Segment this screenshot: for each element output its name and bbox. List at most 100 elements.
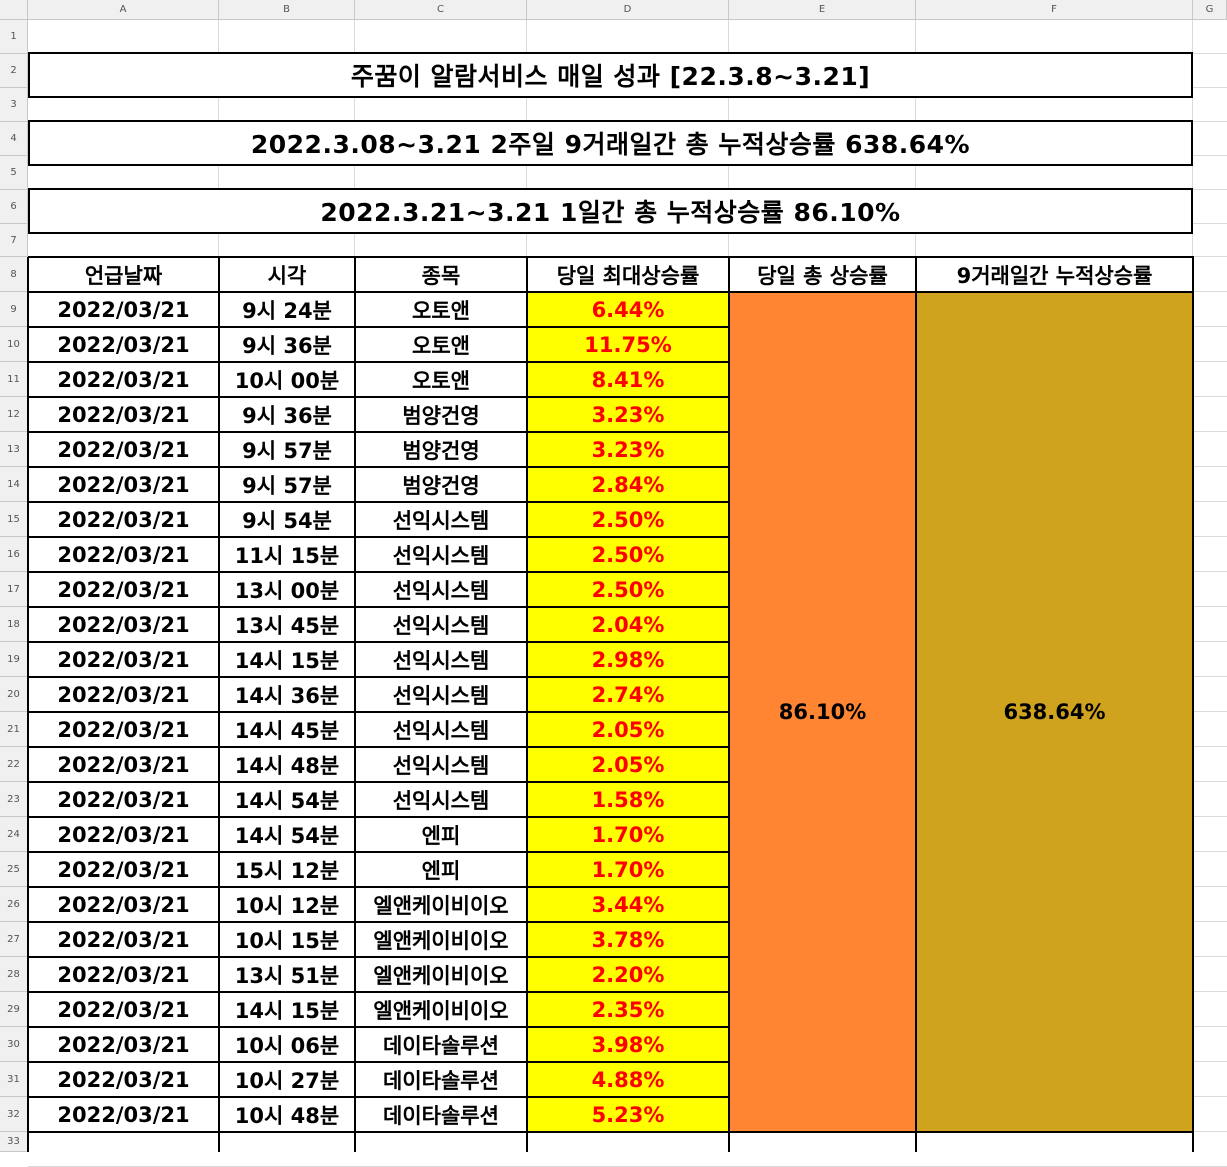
time-cell[interactable]: 9시 24분: [242, 298, 332, 323]
stock-cell[interactable]: 엔피: [421, 858, 461, 883]
stock-cell[interactable]: 엘앤케이비이오: [373, 893, 509, 918]
stock-cell[interactable]: 범양건영: [402, 438, 480, 463]
max-rise-cell[interactable]: 2.05%: [527, 712, 729, 747]
time-cell[interactable]: 14시 54분: [234, 823, 340, 848]
row-header[interactable]: 5: [0, 156, 28, 190]
header-max-rise[interactable]: 당일 최대상승률: [556, 263, 700, 288]
stock-cell[interactable]: 선익시스템: [392, 753, 490, 778]
time-cell[interactable]: 9시 57분: [242, 438, 332, 463]
stock-cell[interactable]: 선익시스템: [392, 578, 490, 603]
stock-cell[interactable]: 데이타솔루션: [383, 1033, 499, 1058]
max-rise-cell[interactable]: 1.70%: [527, 817, 729, 852]
max-rise-cell[interactable]: 1.70%: [527, 852, 729, 887]
row-header[interactable]: 1: [0, 20, 28, 54]
date-cell[interactable]: 2022/03/21: [57, 822, 190, 847]
stock-cell[interactable]: 선익시스템: [392, 718, 490, 743]
max-rise-cell[interactable]: 3.78%: [527, 922, 729, 957]
column-header-f[interactable]: F: [916, 0, 1193, 20]
time-cell[interactable]: 14시 15분: [234, 998, 340, 1023]
header-stock[interactable]: 종목: [421, 263, 461, 288]
row-header[interactable]: 6: [0, 190, 28, 224]
date-cell[interactable]: 2022/03/21: [57, 612, 190, 637]
row-header[interactable]: 31: [0, 1062, 28, 1097]
date-cell[interactable]: 2022/03/21: [57, 472, 190, 497]
max-rise-cell[interactable]: 2.74%: [527, 677, 729, 712]
time-cell[interactable]: 14시 36분: [234, 683, 340, 708]
header-time[interactable]: 시각: [267, 263, 307, 288]
max-rise-cell[interactable]: 2.50%: [527, 572, 729, 607]
max-rise-cell[interactable]: 2.04%: [527, 607, 729, 642]
period-summary-banner[interactable]: 2022.3.08~3.21 2주일 9거래일간 총 누적상승률 638.64%: [28, 120, 1193, 166]
time-cell[interactable]: 13시 51분: [234, 963, 340, 988]
time-cell[interactable]: 13시 45분: [234, 613, 340, 638]
date-cell[interactable]: 2022/03/21: [57, 752, 190, 777]
row-header[interactable]: 23: [0, 782, 28, 817]
row-header[interactable]: 11: [0, 362, 28, 397]
stock-cell[interactable]: 엘앤케이비이오: [373, 928, 509, 953]
row-header[interactable]: 19: [0, 642, 28, 677]
row-header[interactable]: 16: [0, 537, 28, 572]
time-cell[interactable]: 10시 48분: [234, 1103, 340, 1128]
date-cell[interactable]: 2022/03/21: [57, 507, 190, 532]
stock-cell[interactable]: 오토앤: [412, 298, 470, 323]
row-header[interactable]: 17: [0, 572, 28, 607]
date-cell[interactable]: 2022/03/21: [57, 1067, 190, 1092]
date-cell[interactable]: 2022/03/21: [57, 647, 190, 672]
max-rise-cell[interactable]: 2.35%: [527, 992, 729, 1027]
stock-cell[interactable]: 범양건영: [402, 403, 480, 428]
date-cell[interactable]: 2022/03/21: [57, 577, 190, 602]
time-cell[interactable]: 14시 48분: [234, 753, 340, 778]
max-rise-cell[interactable]: 2.98%: [527, 642, 729, 677]
row-header[interactable]: 15: [0, 502, 28, 537]
date-cell[interactable]: 2022/03/21: [57, 332, 190, 357]
time-cell[interactable]: 10시 06분: [234, 1033, 340, 1058]
row-header[interactable]: 27: [0, 922, 28, 957]
max-rise-cell[interactable]: 2.20%: [527, 957, 729, 992]
stock-cell[interactable]: 엔피: [421, 823, 461, 848]
stock-cell[interactable]: 오토앤: [412, 368, 470, 393]
header-date[interactable]: 언급날짜: [84, 263, 163, 288]
max-rise-cell[interactable]: 2.50%: [527, 502, 729, 537]
max-rise-cell[interactable]: 4.88%: [527, 1062, 729, 1097]
row-header[interactable]: 20: [0, 677, 28, 712]
date-cell[interactable]: 2022/03/21: [57, 717, 190, 742]
row-header[interactable]: 33: [0, 1132, 28, 1152]
column-header-d[interactable]: D: [527, 0, 729, 20]
stock-cell[interactable]: 선익시스템: [392, 543, 490, 568]
row-header[interactable]: 9: [0, 292, 28, 327]
max-rise-cell[interactable]: 3.23%: [527, 432, 729, 467]
row-header[interactable]: 26: [0, 887, 28, 922]
column-header-a[interactable]: A: [28, 0, 219, 20]
stock-cell[interactable]: 엘앤케이비이오: [373, 963, 509, 988]
column-header-g[interactable]: G: [1193, 0, 1227, 20]
row-header[interactable]: 29: [0, 992, 28, 1027]
column-header-b[interactable]: B: [219, 0, 355, 20]
row-header[interactable]: 22: [0, 747, 28, 782]
date-cell[interactable]: 2022/03/21: [57, 997, 190, 1022]
column-header-c[interactable]: C: [355, 0, 527, 20]
max-rise-cell[interactable]: 3.44%: [527, 887, 729, 922]
row-header[interactable]: 2: [0, 54, 28, 88]
row-header[interactable]: 13: [0, 432, 28, 467]
stock-cell[interactable]: 데이타솔루션: [383, 1103, 499, 1128]
stock-cell[interactable]: 선익시스템: [392, 648, 490, 673]
time-cell[interactable]: 9시 36분: [242, 333, 332, 358]
header-cumulative[interactable]: 9거래일간 누적상승률: [956, 263, 1153, 288]
stock-cell[interactable]: 선익시스템: [392, 788, 490, 813]
stock-cell[interactable]: 선익시스템: [392, 613, 490, 638]
date-cell[interactable]: 2022/03/21: [57, 682, 190, 707]
stock-cell[interactable]: 오토앤: [412, 333, 470, 358]
day-summary-banner[interactable]: 2022.3.21~3.21 1일간 총 누적상승률 86.10%: [28, 188, 1193, 234]
date-cell[interactable]: 2022/03/21: [57, 1032, 190, 1057]
time-cell[interactable]: 11시 15분: [234, 543, 340, 568]
row-header[interactable]: 8: [0, 257, 28, 292]
stock-cell[interactable]: 데이타솔루션: [383, 1068, 499, 1093]
time-cell[interactable]: 15시 12분: [234, 858, 340, 883]
stock-cell[interactable]: 범양건영: [402, 473, 480, 498]
time-cell[interactable]: 9시 54분: [242, 508, 332, 533]
max-rise-cell[interactable]: 11.75%: [527, 327, 729, 362]
max-rise-cell[interactable]: 2.05%: [527, 747, 729, 782]
max-rise-cell[interactable]: 3.98%: [527, 1027, 729, 1062]
date-cell[interactable]: 2022/03/21: [57, 857, 190, 882]
time-cell[interactable]: 13시 00분: [234, 578, 340, 603]
